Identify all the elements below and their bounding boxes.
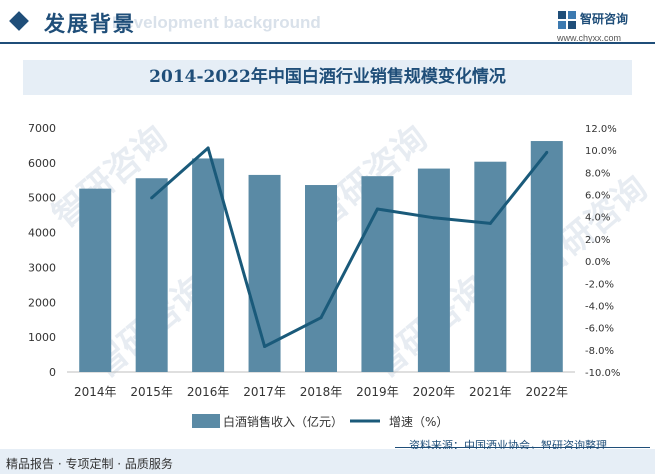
y-left-tick-label: 4000 xyxy=(28,227,56,240)
y-left-tick-label: 0 xyxy=(49,366,56,379)
x-tick-label: 2016年 xyxy=(187,385,230,399)
x-tick-label: 2021年 xyxy=(469,385,512,399)
y-right-tick-label: -6.0% xyxy=(585,324,614,335)
y-right-tick-label: 10.0% xyxy=(585,146,617,157)
brand-logo: 智研咨询 www.chyxx.com xyxy=(557,8,647,43)
bar xyxy=(305,185,337,372)
footer-bar xyxy=(0,449,655,474)
y-left-tick-label: 3000 xyxy=(28,261,56,274)
footer-tagline: 精品报告 · 专项定制 · 品质服务 xyxy=(6,457,173,471)
growth-point xyxy=(545,150,549,154)
legend-bar-swatch xyxy=(192,414,220,428)
y-right-tick-label: 2.0% xyxy=(585,235,610,246)
section-title: 发展背景 xyxy=(44,12,136,36)
y-right-tick-label: -8.0% xyxy=(585,346,614,357)
bar xyxy=(361,176,394,372)
bar xyxy=(135,178,168,372)
growth-point xyxy=(206,146,210,150)
bar xyxy=(248,174,281,372)
y-left-tick-label: 5000 xyxy=(28,192,56,205)
source-divider xyxy=(395,447,650,448)
section-title-en: Development background xyxy=(112,13,321,32)
y-right-tick-label: -10.0% xyxy=(585,368,620,379)
brand-url: www.chyxx.com xyxy=(557,33,622,43)
y-right-tick-label: 6.0% xyxy=(585,191,610,202)
x-tick-label: 2019年 xyxy=(356,385,399,399)
growth-line xyxy=(150,146,548,348)
y-right-tick-label: -4.0% xyxy=(585,301,614,312)
data-source: 资料来源：中国酒业协会，智研咨询整理 xyxy=(409,439,607,452)
brand-mark-icon xyxy=(558,11,576,29)
growth-point xyxy=(375,207,379,211)
legend-bar-label: 白酒销售收入（亿元） xyxy=(223,414,343,429)
y-left-tick-label: 1000 xyxy=(28,331,56,344)
y-right-tick-label: 12.0% xyxy=(585,124,617,135)
x-tick-label: 2020年 xyxy=(413,385,456,399)
bar xyxy=(79,188,112,372)
x-tick-label: 2017年 xyxy=(243,385,286,399)
bar xyxy=(417,168,450,372)
brand-name: 智研咨询 xyxy=(580,12,629,26)
x-tick-label: 2022年 xyxy=(526,385,569,399)
chart-title: 2014-2022年中国白酒行业销售规模变化情况 xyxy=(149,67,506,87)
y-left-tick-label: 2000 xyxy=(28,296,56,309)
y-right-tick-label: -2.0% xyxy=(585,279,614,290)
growth-point xyxy=(319,316,323,320)
section-header: Development background 发展背景 xyxy=(0,0,655,46)
bar xyxy=(530,141,563,372)
legend-line-label: 增速（%） xyxy=(389,415,448,429)
y-right-tick-label: 4.0% xyxy=(585,213,610,224)
growth-point xyxy=(263,344,267,348)
bar xyxy=(192,158,225,372)
y-left-tick-label: 6000 xyxy=(28,157,56,170)
chart-title-bar: 2014-2022年中国白酒行业销售规模变化情况 xyxy=(23,60,632,95)
growth-point xyxy=(488,221,492,225)
x-tick-label: 2015年 xyxy=(130,385,173,399)
bar xyxy=(474,161,507,372)
growth-point xyxy=(150,196,154,200)
y-right-tick-label: 0.0% xyxy=(585,257,610,268)
header-divider xyxy=(0,42,655,44)
y-left-tick-label: 7000 xyxy=(28,122,56,135)
growth-point xyxy=(432,216,436,220)
y-right-tick-label: 8.0% xyxy=(585,168,610,179)
x-tick-label: 2014年 xyxy=(74,385,117,399)
x-tick-label: 2018年 xyxy=(300,385,343,399)
